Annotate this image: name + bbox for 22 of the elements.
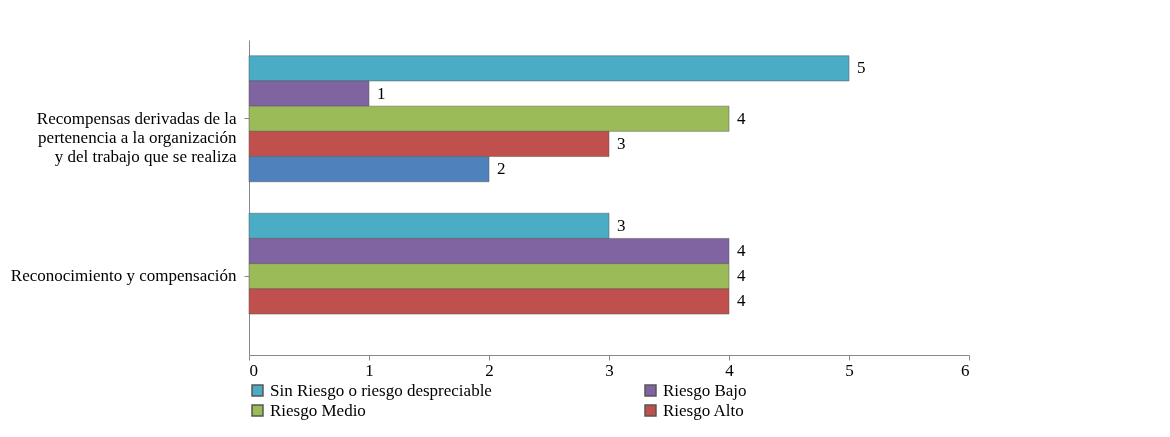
- legend-label: Riesgo Alto: [663, 400, 744, 420]
- legend-label: Riesgo Medio: [270, 400, 366, 420]
- data-label: 4: [737, 241, 746, 261]
- y-tick-label: Reconocimiento y compensación: [10, 266, 237, 286]
- y-tick-label: Recompensas derivadas de la pertenencia a la organización y del trabajo que se realiza: [36, 108, 237, 166]
- x-tick-label: 6: [961, 360, 970, 380]
- x-tick-label: 2: [485, 360, 494, 380]
- data-label: 3: [617, 133, 626, 153]
- x-tick-label: 0: [249, 360, 258, 380]
- data-label: 4: [737, 108, 746, 128]
- legend-label: Riesgo Bajo: [663, 380, 747, 400]
- data-label: 5: [857, 58, 866, 78]
- data-label: 3: [617, 215, 626, 235]
- x-tick-label: 4: [725, 360, 735, 380]
- x-tick-label: 1: [365, 360, 374, 380]
- x-tick-label: 3: [605, 360, 614, 380]
- data-label: 2: [497, 159, 506, 179]
- data-label: 4: [737, 291, 746, 311]
- x-tick-label: 5: [845, 360, 854, 380]
- legend-label: Sin Riesgo o riesgo despreciable: [270, 380, 492, 400]
- data-label: 1: [377, 83, 386, 103]
- data-label: 4: [737, 266, 746, 286]
